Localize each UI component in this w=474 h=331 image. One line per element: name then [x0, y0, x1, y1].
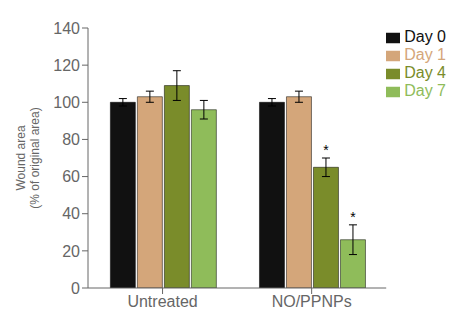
svg-text:NO/PPNPs: NO/PPNPs — [272, 293, 352, 310]
svg-text:40: 40 — [62, 205, 80, 222]
svg-text:0: 0 — [71, 280, 80, 297]
svg-text:100: 100 — [53, 94, 80, 111]
svg-text:*: * — [323, 142, 329, 158]
svg-text:*: * — [350, 209, 356, 225]
svg-text:Wound area(% of original area): Wound area(% of original area) — [14, 107, 42, 208]
html-text:Day 4: Day 4 — [404, 64, 446, 81]
svg-text:20: 20 — [62, 243, 80, 260]
html-text:Day 1: Day 1 — [404, 46, 446, 63]
html-text:Day 7: Day 7 — [404, 82, 446, 99]
svg-text:140: 140 — [53, 20, 80, 37]
svg-text:80: 80 — [62, 131, 80, 148]
html-text:Day 0: Day 0 — [404, 28, 446, 45]
svg-text:60: 60 — [62, 168, 80, 185]
svg-text:Untreated: Untreated — [127, 293, 197, 310]
svg-text:120: 120 — [53, 57, 80, 74]
